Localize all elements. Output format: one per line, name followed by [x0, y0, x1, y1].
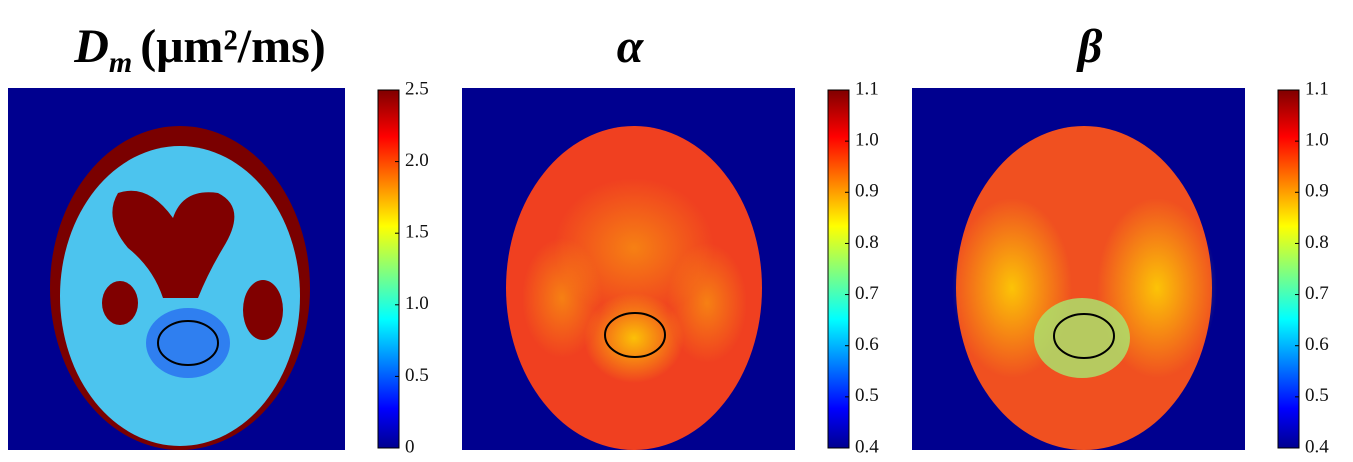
colorbar-tick-label: 0.4	[1305, 436, 1329, 457]
colorbar	[827, 89, 850, 449]
colorbar-tick-label: 0.5	[405, 365, 429, 386]
colorbar-tick-label: 0.8	[1305, 232, 1329, 253]
colorbar-tick-label: 0.9	[855, 181, 879, 202]
colorbar-tick-label: 0.4	[855, 436, 879, 457]
colorbar-tick-label: 0.9	[1305, 181, 1329, 202]
colorbar-tick-label: 1.1	[1305, 78, 1329, 99]
title-symbol: D	[73, 20, 109, 73]
colorbar	[377, 89, 400, 449]
title-units: (μm²/ms)	[140, 20, 326, 73]
title-subscript: m	[109, 46, 132, 79]
colorbar-tick-label: 0	[405, 436, 415, 457]
colorbar	[1277, 89, 1300, 449]
colorbar-tick-label: 0.6	[855, 334, 879, 355]
colorbar-tick-label: 2.0	[405, 150, 429, 171]
colorbar-tick-label: 0.5	[1305, 385, 1329, 406]
alpha-map	[462, 88, 795, 450]
colorbar-tick-label: 0.7	[1305, 283, 1329, 304]
dm-map	[8, 88, 345, 450]
beta-map	[912, 88, 1245, 450]
colorbar-tick-label: 1.0	[405, 293, 429, 314]
colorbar-tick-label: 1.1	[855, 78, 879, 99]
panel-title: α	[617, 20, 645, 73]
colorbar-tick-label: 1.0	[1305, 130, 1329, 151]
colorbar-tick-label: 2.5	[405, 78, 429, 99]
title-symbol: α	[617, 20, 645, 73]
colorbar-tick-label: 0.5	[855, 385, 879, 406]
title-symbol: β	[1076, 20, 1103, 73]
colorbar-tick-label: 0.7	[855, 283, 879, 304]
colorbar-tick-label: 1.5	[405, 222, 429, 243]
colorbar-tick-label: 0.6	[1305, 334, 1329, 355]
colorbar-tick-label: 0.8	[855, 232, 879, 253]
panel-title: Dm (μm²/ms)	[73, 20, 326, 79]
colorbar-tick-label: 1.0	[855, 130, 879, 151]
panel-title: β	[1076, 20, 1103, 73]
